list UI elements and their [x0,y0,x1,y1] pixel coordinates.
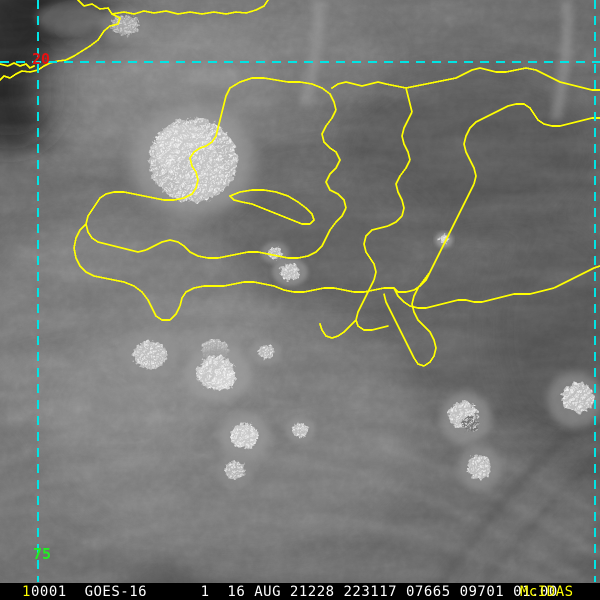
latitude-label: 20 [32,50,51,68]
footer-metadata-text: 0001 GOES-16 1 16 AUG 21228 223117 07665… [31,584,558,600]
footer-brand-label: McIDAS [520,584,574,600]
coastline-paths [0,0,600,367]
footer-lead-digit: 1 [22,584,31,600]
longitude-label: 75 [33,545,52,563]
graticule-lines [0,0,600,582]
metadata-footer-bar: 1 0001 GOES-16 1 16 AUG 21228 223117 076… [0,583,600,600]
